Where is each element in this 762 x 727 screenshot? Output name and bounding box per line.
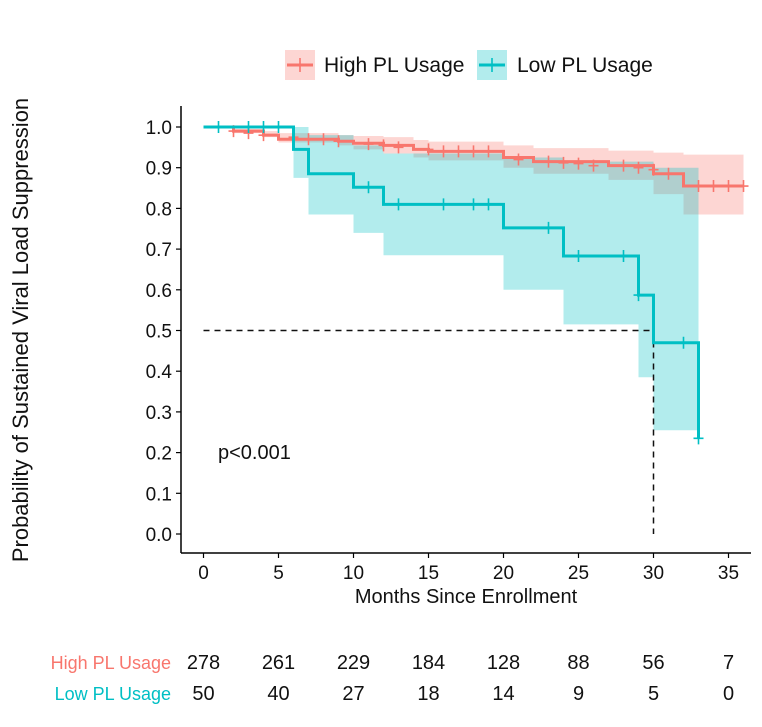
risk-row-label-low-pl-usage: Low PL Usage [55, 684, 171, 704]
censor-mark-low-pl-usage [258, 121, 269, 133]
y-tick-label: 0.5 [146, 322, 172, 343]
y-tick-label: 0.3 [146, 403, 172, 424]
survival-curve-high-pl-usage [203, 125, 744, 188]
censor-mark-high-pl-usage [708, 180, 719, 193]
risk-row-label-high-pl-usage: High PL Usage [51, 653, 171, 673]
censor-mark-high-pl-usage [558, 156, 569, 169]
censor-mark-low-pl-usage [438, 198, 449, 211]
censor-mark-low-pl-usage [363, 181, 374, 194]
y-tick-label: 0.7 [146, 240, 172, 261]
x-tick-label: 0 [198, 563, 209, 584]
censor-mark-high-pl-usage [333, 135, 344, 148]
censor-mark-high-pl-usage [363, 138, 374, 151]
censor-mark-high-pl-usage [483, 145, 494, 158]
y-tick-label: 0.1 [146, 484, 172, 505]
censor-mark-high-pl-usage [318, 133, 329, 146]
y-axis-title: Probability of Sustained Viral Load Supp… [8, 98, 33, 562]
x-tick-label: 30 [643, 563, 664, 584]
censor-mark-high-pl-usage [693, 180, 704, 193]
censor-mark-low-pl-usage [618, 250, 629, 263]
risk-count-high-pl-usage: 229 [337, 652, 370, 674]
x-tick-label: 35 [718, 563, 739, 584]
risk-count-high-pl-usage: 184 [412, 652, 445, 674]
x-tick-label: 20 [493, 563, 514, 584]
censor-mark-low-pl-usage [243, 121, 254, 133]
y-tick-label: 0.2 [146, 444, 172, 465]
risk-count-low-pl-usage: 27 [342, 683, 364, 705]
censor-mark-high-pl-usage [633, 161, 644, 174]
x-tick-label: 25 [568, 563, 589, 584]
censor-mark-high-pl-usage [738, 180, 749, 193]
x-axis-title: Months Since Enrollment [355, 586, 578, 608]
censor-mark-low-pl-usage [543, 221, 554, 234]
risk-count-low-pl-usage: 50 [192, 683, 214, 705]
y-tick-label: 1.0 [146, 118, 172, 139]
ci-band-high-pl-usage [203, 127, 744, 215]
censor-mark-high-pl-usage [438, 145, 449, 158]
risk-count-low-pl-usage: 14 [492, 683, 514, 705]
y-tick-label: 0.8 [146, 199, 172, 220]
censor-mark-high-pl-usage [588, 159, 599, 172]
censor-mark-low-pl-usage [468, 198, 479, 211]
risk-count-low-pl-usage: 5 [648, 683, 659, 705]
censor-mark-high-pl-usage [648, 163, 659, 176]
y-tick-label: 0.9 [146, 159, 172, 180]
censor-mark-high-pl-usage [513, 153, 524, 166]
censor-mark-low-pl-usage [573, 250, 584, 263]
p-value-annotation: p<0.001 [218, 442, 291, 464]
censor-mark-low-pl-usage [393, 198, 404, 211]
legend-label-high-pl-usage: High PL Usage [324, 54, 464, 77]
censor-mark-high-pl-usage [663, 167, 674, 180]
censor-mark-high-pl-usage [453, 145, 464, 158]
risk-count-high-pl-usage: 128 [487, 652, 520, 674]
censor-mark-low-pl-usage [273, 121, 284, 133]
legend-label-low-pl-usage: Low PL Usage [517, 54, 653, 77]
censor-mark-low-pl-usage [633, 289, 644, 302]
risk-count-low-pl-usage: 9 [573, 683, 584, 705]
risk-count-high-pl-usage: 261 [262, 652, 295, 674]
x-tick-label: 10 [343, 563, 364, 584]
censor-mark-high-pl-usage [423, 143, 434, 156]
censor-mark-high-pl-usage [303, 133, 314, 146]
risk-count-low-pl-usage: 18 [417, 683, 439, 705]
risk-count-high-pl-usage: 88 [567, 652, 589, 674]
risk-count-low-pl-usage: 40 [267, 683, 289, 705]
censor-mark-high-pl-usage [573, 157, 584, 170]
censor-mark-high-pl-usage [543, 155, 554, 168]
censor-mark-low-pl-usage [693, 432, 704, 445]
censor-mark-low-pl-usage [678, 336, 689, 349]
censor-mark-high-pl-usage [723, 180, 734, 193]
censor-mark-low-pl-usage [483, 198, 494, 211]
y-tick-label: 0.4 [146, 362, 173, 383]
y-tick-label: 0.0 [146, 525, 172, 546]
censor-mark-high-pl-usage [468, 145, 479, 158]
censor-mark-low-pl-usage [213, 121, 224, 133]
risk-count-high-pl-usage: 7 [723, 652, 734, 674]
risk-count-high-pl-usage: 278 [187, 652, 220, 674]
survival-curve-low-pl-usage [203, 125, 700, 439]
y-tick-label: 0.6 [146, 281, 172, 302]
x-tick-label: 5 [273, 563, 284, 584]
risk-count-high-pl-usage: 56 [642, 652, 664, 674]
ci-band-low-pl-usage [203, 127, 699, 431]
censor-mark-high-pl-usage [393, 141, 404, 154]
censor-mark-high-pl-usage [618, 159, 629, 172]
censor-mark-high-pl-usage [378, 139, 389, 152]
risk-count-low-pl-usage: 0 [723, 683, 734, 705]
x-tick-label: 15 [418, 563, 439, 584]
